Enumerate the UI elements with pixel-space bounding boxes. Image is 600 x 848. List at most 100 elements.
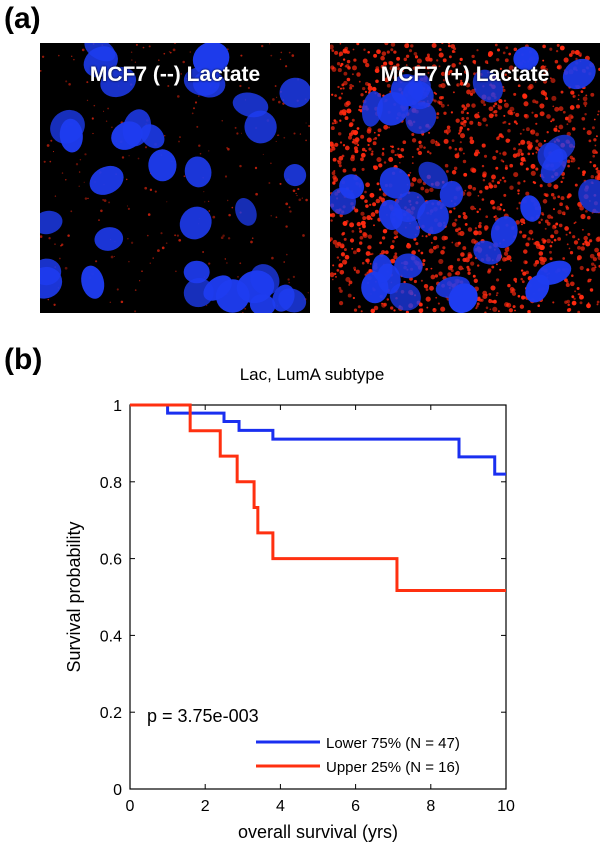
stain-speck — [191, 112, 194, 115]
stain-speck — [130, 51, 133, 53]
stain-speck — [492, 206, 496, 210]
stain-speck — [413, 279, 417, 284]
stain-speck — [535, 132, 539, 137]
stain-speck — [462, 212, 466, 216]
stain-speck — [535, 167, 539, 171]
stain-speck — [490, 285, 496, 291]
stain-speck — [507, 76, 510, 78]
stain-speck — [441, 235, 447, 241]
stain-speck — [126, 205, 128, 207]
stain-speck — [261, 44, 264, 48]
stain-speck — [113, 255, 115, 258]
cell-nucleus — [379, 167, 411, 199]
stain-speck — [227, 237, 231, 240]
stain-speck — [157, 249, 160, 252]
stain-speck — [499, 67, 503, 71]
stain-speck — [503, 102, 509, 108]
stain-speck — [555, 125, 558, 128]
stain-speck — [498, 310, 500, 313]
stain-speck — [555, 222, 559, 226]
micrograph-caption-plus: MCF7 (+) Lactate — [380, 63, 550, 86]
cell-nucleus — [81, 265, 105, 299]
stain-speck — [338, 156, 344, 161]
stain-speck — [512, 305, 516, 309]
stain-speck — [461, 104, 465, 108]
stain-speck — [458, 62, 462, 65]
stain-speck — [390, 48, 394, 52]
stain-speck — [549, 244, 553, 248]
stain-speck — [291, 54, 295, 57]
stain-speck — [489, 199, 495, 205]
stain-speck — [522, 93, 527, 98]
stain-speck — [407, 173, 411, 177]
stain-speck — [558, 106, 564, 112]
stain-speck — [427, 71, 430, 74]
stain-speck — [596, 303, 599, 306]
legend: Lower 75% (N = 47) Upper 25% (N = 16) — [249, 726, 503, 782]
stain-speck — [43, 160, 46, 163]
stain-speck — [525, 242, 530, 247]
stain-speck — [527, 145, 533, 151]
stain-speck — [425, 235, 428, 238]
stain-speck — [364, 81, 369, 86]
stain-speck — [489, 308, 492, 311]
stain-speck — [165, 242, 168, 244]
stain-speck — [208, 210, 211, 212]
stain-speck — [390, 149, 395, 154]
stain-speck — [330, 219, 333, 222]
stain-speck — [446, 132, 449, 135]
stain-speck — [551, 241, 554, 244]
stain-speck — [467, 227, 473, 232]
stain-speck — [382, 147, 385, 151]
stain-speck — [494, 43, 498, 47]
stain-speck — [550, 234, 555, 239]
stain-speck — [111, 126, 113, 129]
stain-speck — [591, 126, 595, 130]
stain-speck — [515, 220, 520, 225]
stain-speck — [372, 138, 375, 141]
stain-speck — [523, 180, 526, 183]
stain-speck — [554, 106, 560, 112]
stain-speck — [570, 90, 575, 95]
stain-speck — [362, 58, 368, 64]
stain-speck — [81, 48, 85, 52]
stain-speck — [488, 292, 492, 296]
stain-speck — [481, 143, 486, 148]
cell-nucleus — [272, 284, 295, 312]
stain-speck — [520, 139, 526, 145]
stain-speck — [366, 137, 372, 143]
stain-speck — [173, 43, 177, 45]
stain-speck — [503, 120, 507, 124]
stain-speck — [356, 248, 361, 253]
survival-chart: Lac, LumA subtype 0 2 4 6 8 1000.20.40.60.81 … — [64, 365, 515, 842]
stain-speck — [331, 49, 335, 52]
stain-speck — [440, 103, 445, 108]
stain-speck — [525, 167, 529, 171]
stain-speck — [577, 98, 580, 101]
stain-speck — [86, 99, 89, 102]
stain-speck — [546, 131, 549, 134]
stain-speck — [530, 163, 536, 169]
stain-speck — [567, 119, 572, 123]
stain-speck — [430, 241, 433, 244]
stain-speck — [342, 231, 346, 236]
stain-speck — [344, 102, 350, 108]
stain-speck — [49, 160, 52, 163]
stain-speck — [366, 215, 372, 221]
stain-speck — [438, 101, 443, 105]
stain-speck — [355, 269, 360, 274]
stain-speck — [369, 263, 372, 265]
stain-speck — [295, 192, 297, 195]
stain-speck — [584, 113, 587, 116]
stain-speck — [464, 69, 469, 75]
stain-speck — [342, 221, 348, 226]
stain-speck — [226, 48, 229, 51]
stain-speck — [356, 43, 360, 46]
y-tick-label: 0.2 — [100, 705, 122, 722]
stain-speck — [371, 150, 374, 153]
stain-speck — [298, 198, 302, 202]
stain-speck — [432, 245, 437, 250]
stain-speck — [196, 125, 199, 128]
stain-speck — [592, 257, 597, 262]
stain-speck — [454, 153, 460, 159]
